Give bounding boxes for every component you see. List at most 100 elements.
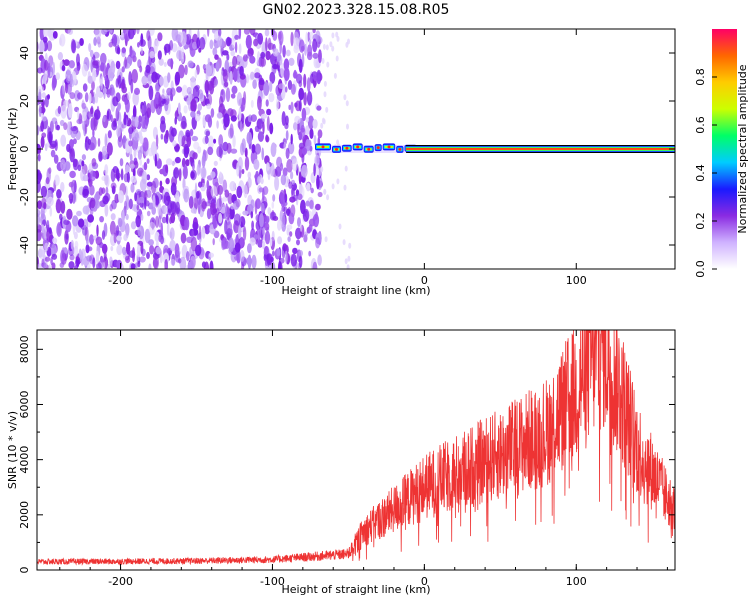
- noise-blob: [37, 229, 42, 242]
- noise-blob: [51, 262, 56, 269]
- noise-blob: [312, 52, 319, 59]
- noise-blob: [141, 75, 148, 86]
- noise-blob: [129, 50, 136, 59]
- x-tick-label: -100: [260, 274, 285, 287]
- noise-blob: [97, 41, 102, 48]
- noise-blob: [237, 156, 243, 171]
- noise-blob: [331, 32, 335, 39]
- noise-blob: [313, 163, 316, 177]
- noise-blob: [117, 102, 122, 110]
- noise-blob: [120, 121, 123, 133]
- noise-blob: [181, 115, 187, 129]
- noise-blob: [308, 250, 312, 257]
- noise-blob: [297, 217, 301, 228]
- noise-blob: [113, 232, 117, 244]
- noise-blob: [110, 245, 114, 252]
- snr-plot-area: [37, 330, 675, 570]
- noise-blob: [216, 198, 223, 212]
- noise-blob: [154, 195, 160, 206]
- noise-blob: [200, 166, 207, 179]
- noise-blob: [325, 106, 329, 113]
- y-tick-label: 6000: [18, 390, 31, 418]
- noise-blob: [131, 247, 136, 263]
- noise-blob: [87, 214, 94, 223]
- noise-blob: [110, 213, 116, 221]
- noise-blob: [259, 213, 264, 228]
- noise-blob: [204, 135, 209, 144]
- y-tick-label: -40: [18, 236, 31, 254]
- noise-blob: [116, 235, 122, 241]
- noise-blob: [101, 145, 107, 156]
- noise-blob: [81, 102, 87, 110]
- noise-blob: [131, 69, 138, 84]
- noise-blob: [218, 134, 224, 148]
- noise-blob: [115, 225, 120, 236]
- noise-blob: [136, 244, 141, 258]
- noise-blob: [326, 61, 330, 68]
- noise-blob: [234, 41, 238, 53]
- x-tick-label: 0: [421, 575, 428, 588]
- noise-blob: [59, 37, 62, 46]
- signal-peak: [398, 147, 402, 151]
- noise-blob: [345, 100, 349, 107]
- noise-blob: [206, 90, 209, 98]
- noise-blob: [85, 244, 90, 254]
- noise-blob: [158, 58, 164, 66]
- noise-blob: [266, 116, 270, 131]
- noise-blob: [212, 47, 218, 56]
- noise-blob: [60, 159, 66, 171]
- noise-blob: [129, 153, 133, 162]
- noise-blob: [247, 177, 252, 188]
- noise-blob: [212, 217, 217, 230]
- noise-blob: [111, 33, 118, 47]
- noise-blob: [90, 136, 97, 151]
- noise-blob: [290, 31, 294, 47]
- noise-blob: [283, 141, 287, 151]
- noise-blob: [263, 81, 270, 96]
- noise-blob: [161, 216, 167, 224]
- noise-blob: [42, 29, 49, 38]
- noise-blob: [81, 160, 85, 167]
- noise-blob: [38, 244, 45, 260]
- noise-blob: [288, 181, 293, 189]
- noise-blob: [316, 174, 320, 190]
- noise-blob: [187, 60, 194, 68]
- noise-blob: [290, 83, 296, 95]
- noise-blob: [106, 110, 110, 120]
- noise-blob: [128, 140, 133, 147]
- noise-blob: [165, 158, 173, 166]
- noise-blob: [299, 222, 303, 232]
- noise-blob: [160, 222, 163, 236]
- noise-blob: [204, 80, 210, 94]
- noise-blob: [154, 153, 157, 167]
- noise-blob: [331, 45, 335, 52]
- noise-blob: [104, 75, 108, 82]
- noise-blob: [196, 163, 201, 176]
- noise-blob: [336, 35, 340, 42]
- noise-blob: [154, 231, 160, 243]
- noise-blob: [201, 226, 206, 239]
- noise-blob: [146, 107, 151, 119]
- noise-blob: [61, 64, 66, 72]
- noise-blob: [278, 83, 285, 89]
- noise-blob: [101, 243, 108, 254]
- noise-blob: [313, 134, 317, 146]
- noise-blob: [192, 221, 199, 231]
- noise-blob: [60, 249, 65, 265]
- noise-blob: [304, 231, 308, 237]
- noise-blob: [195, 191, 200, 199]
- noise-blob: [40, 185, 48, 198]
- noise-blob: [129, 163, 135, 169]
- noise-blob: [69, 92, 76, 100]
- noise-blob: [107, 67, 115, 82]
- noise-blob: [44, 143, 48, 152]
- noise-blob: [124, 200, 127, 210]
- noise-blob: [250, 99, 254, 108]
- noise-blob: [245, 34, 252, 50]
- noise-blob: [224, 189, 230, 198]
- noise-blob: [158, 234, 162, 242]
- noise-blob: [312, 29, 316, 34]
- noise-blob: [209, 260, 214, 269]
- noise-blob: [125, 214, 129, 220]
- noise-blob: [192, 152, 198, 160]
